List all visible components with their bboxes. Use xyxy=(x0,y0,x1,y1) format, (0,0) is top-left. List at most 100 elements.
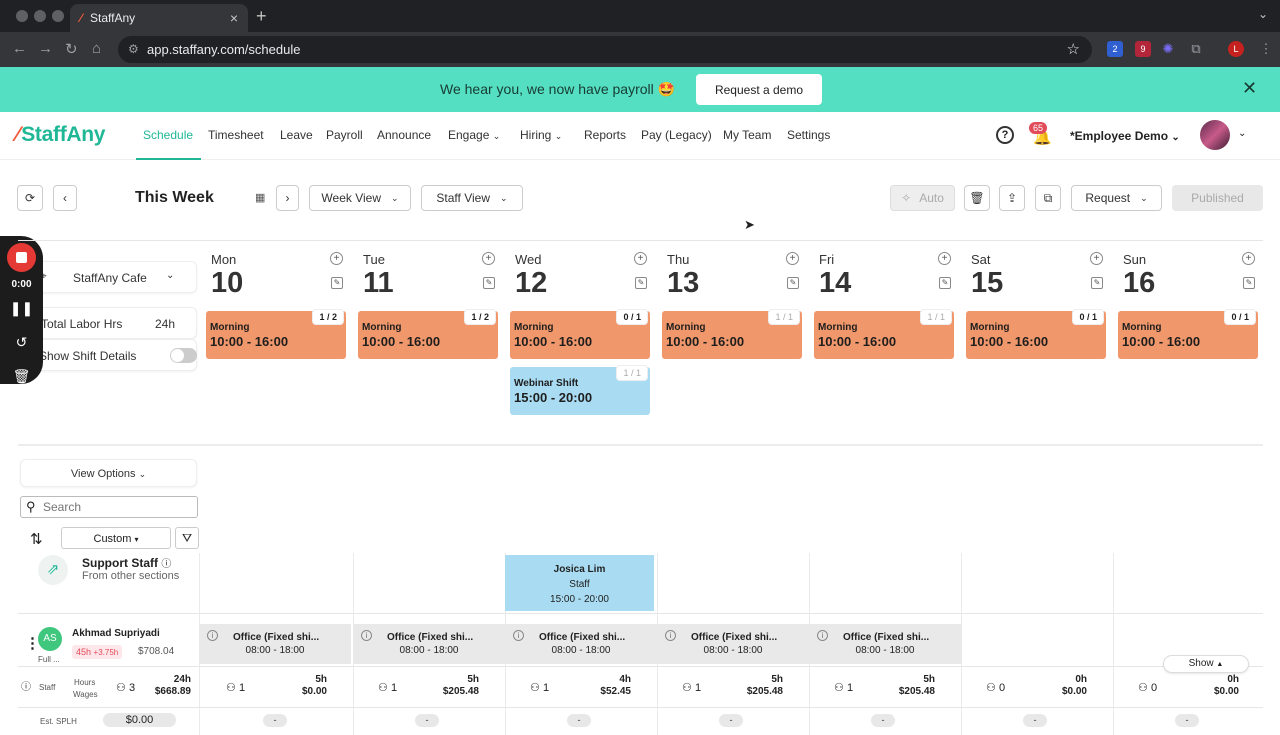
shift-card[interactable]: 0 / 1 Morning 10:00 - 16:00 xyxy=(510,309,650,359)
staff-view-dropdown[interactable]: Staff View ⌄ xyxy=(421,185,523,211)
calendar-icon[interactable]: ▦ xyxy=(255,192,266,204)
trash-icon[interactable]: 🗑 xyxy=(12,368,31,384)
stop-record-button[interactable] xyxy=(7,243,36,272)
forward-arrow-icon[interactable]: → xyxy=(38,40,53,57)
nav-hiring[interactable]: Hiring ⌄ xyxy=(520,128,563,142)
auto-schedule-button[interactable]: ✧ Auto xyxy=(890,185,955,211)
site-settings-icon[interactable]: ⚙ xyxy=(128,42,139,56)
add-shift-icon[interactable]: + xyxy=(482,252,495,265)
nav-leave[interactable]: Leave xyxy=(280,128,313,142)
office-shift-cell[interactable]: i Office (Fixed shi... 08:00 - 18:00 xyxy=(505,624,657,664)
company-selector[interactable]: *Employee Demo ⌄ xyxy=(1070,129,1180,143)
request-dropdown[interactable]: Request ⌄ xyxy=(1071,185,1162,211)
edit-icon[interactable]: ✎ xyxy=(331,277,343,289)
shift-card[interactable]: 1 / 2 Morning 10:00 - 16:00 xyxy=(358,309,498,359)
banner-close-icon[interactable]: ✕ xyxy=(1242,78,1258,98)
extension-badge-icon[interactable]: 2 xyxy=(1107,41,1123,57)
info-icon[interactable]: i xyxy=(665,630,676,641)
info-icon[interactable]: i xyxy=(513,630,524,641)
window-minimize-button[interactable] xyxy=(34,10,46,22)
edit-icon[interactable]: ✎ xyxy=(939,277,951,289)
add-shift-icon[interactable]: + xyxy=(330,252,343,265)
location-dropdown[interactable]: ⌖ StaffAny Cafe ⌄ xyxy=(20,261,197,293)
add-shift-icon[interactable]: + xyxy=(786,252,799,265)
view-options-dropdown[interactable]: View Options ⌄ xyxy=(20,459,197,487)
browser-menu-icon[interactable]: ⋮ xyxy=(1259,41,1273,56)
info-icon[interactable]: ⓘ xyxy=(161,559,172,570)
shift-card[interactable]: 1 / 1 Morning 10:00 - 16:00 xyxy=(814,309,954,359)
info-icon[interactable]: i xyxy=(817,630,828,641)
address-bar[interactable]: ⚙ app.staffany.com/schedule ☆ xyxy=(118,36,1092,63)
nav-announce[interactable]: Announce xyxy=(377,128,432,142)
new-tab-icon[interactable]: + xyxy=(256,6,267,26)
add-shift-icon[interactable]: + xyxy=(634,252,647,265)
refresh-button[interactable]: ⟳ xyxy=(17,185,43,211)
delete-button[interactable]: 🗑 xyxy=(964,185,990,211)
nav-engage[interactable]: Engage ⌄ xyxy=(448,128,501,142)
sort-icon[interactable]: ⇅ xyxy=(30,531,43,548)
nav-settings[interactable]: Settings xyxy=(787,128,831,142)
nav-timesheet[interactable]: Timesheet xyxy=(208,128,264,142)
nav-my-team[interactable]: My Team xyxy=(723,128,772,142)
prev-week-button[interactable]: ‹ xyxy=(53,185,77,211)
back-arrow-icon[interactable]: ← xyxy=(12,40,27,57)
webinar-shift-card[interactable]: 1 / 1 Webinar Shift 15:00 - 20:00 xyxy=(510,365,650,415)
add-shift-icon[interactable]: + xyxy=(1090,252,1103,265)
extension-gear-icon[interactable]: ✺ xyxy=(1162,41,1174,56)
extension-red-icon[interactable]: 9 xyxy=(1135,41,1151,57)
drag-handle-icon[interactable]: ⋮ xyxy=(25,635,40,652)
nav-schedule[interactable]: Schedule xyxy=(143,128,194,142)
user-avatar[interactable] xyxy=(1200,120,1230,150)
nav-payroll[interactable]: Payroll xyxy=(326,128,363,142)
office-shift-cell[interactable]: i Office (Fixed shi... 08:00 - 18:00 xyxy=(657,624,809,664)
shift-details-toggle[interactable] xyxy=(170,348,197,363)
filter-button[interactable]: ⛛ xyxy=(175,527,199,549)
shift-card[interactable]: 1 / 1 Morning 10:00 - 16:00 xyxy=(662,309,802,359)
extensions-puzzle-icon[interactable]: ⧉ xyxy=(1191,41,1201,56)
add-shift-icon[interactable]: + xyxy=(938,252,951,265)
employee-name[interactable]: Akhmad Supriyadi xyxy=(72,628,160,639)
sort-dropdown[interactable]: Custom ▾ xyxy=(61,527,171,549)
reload-icon[interactable]: ↻ xyxy=(65,41,78,58)
restart-icon[interactable]: ↺ xyxy=(15,334,28,350)
info-icon[interactable]: i xyxy=(207,630,218,641)
tab-search-chevron-icon[interactable]: ⌄ xyxy=(1257,7,1268,21)
profile-icon[interactable]: L xyxy=(1228,41,1244,57)
pause-icon[interactable]: ❚❚ xyxy=(9,300,34,316)
support-shift-card[interactable]: Josica Lim Staff 15:00 - 20:00 xyxy=(505,555,654,611)
staffany-logo[interactable]: ⁄StaffAny xyxy=(16,123,106,146)
shift-card[interactable]: 1 / 2 Morning 10:00 - 16:00 xyxy=(206,309,346,359)
edit-icon[interactable]: ✎ xyxy=(483,277,495,289)
bookmark-star-icon[interactable]: ☆ xyxy=(1066,41,1080,58)
edit-icon[interactable]: ✎ xyxy=(1091,277,1103,289)
window-close-button[interactable] xyxy=(16,10,28,22)
info-icon[interactable]: ⓘ xyxy=(21,682,31,693)
add-shift-icon[interactable]: + xyxy=(1242,252,1255,265)
copy-button[interactable]: ⧉ xyxy=(1035,185,1061,211)
shift-card[interactable]: 0 / 1 Morning 10:00 - 16:00 xyxy=(966,309,1106,359)
edit-icon[interactable]: ✎ xyxy=(787,277,799,289)
edit-icon[interactable]: ✎ xyxy=(635,277,647,289)
home-icon[interactable]: ⌂ xyxy=(92,40,102,57)
info-icon[interactable]: i xyxy=(361,630,372,641)
published-button[interactable]: Published xyxy=(1172,185,1263,211)
edit-icon[interactable]: ✎ xyxy=(1243,277,1255,289)
office-shift-cell[interactable]: i Office (Fixed shi... 08:00 - 18:00 xyxy=(353,624,505,664)
nav-reports[interactable]: Reports xyxy=(584,128,627,142)
search-input[interactable] xyxy=(43,500,193,514)
office-shift-cell[interactable]: i Office (Fixed shi... 08:00 - 18:00 xyxy=(199,624,351,664)
office-shift-cell[interactable]: i Office (Fixed shi... 08:00 - 18:00 xyxy=(809,624,961,664)
employee-avatar[interactable]: AS xyxy=(38,627,62,651)
shift-card[interactable]: 0 / 1 Morning 10:00 - 16:00 xyxy=(1118,309,1258,359)
export-button[interactable]: ⇪ xyxy=(999,185,1025,211)
window-zoom-button[interactable] xyxy=(52,10,64,22)
help-icon[interactable]: ? xyxy=(996,126,1014,144)
show-summary-button[interactable]: Show ▲ xyxy=(1163,655,1249,673)
next-week-button[interactable]: › xyxy=(276,185,299,211)
request-demo-button[interactable]: Request a demo xyxy=(696,74,822,105)
browser-tab[interactable]: ⁄ StaffAny × xyxy=(70,4,248,32)
tab-close-icon[interactable]: × xyxy=(229,10,238,26)
nav-pay-legacy[interactable]: Pay (Legacy) xyxy=(641,128,712,142)
week-view-dropdown[interactable]: Week View ⌄ xyxy=(309,185,411,211)
chevron-down-icon[interactable]: ⌄ xyxy=(1238,128,1247,139)
